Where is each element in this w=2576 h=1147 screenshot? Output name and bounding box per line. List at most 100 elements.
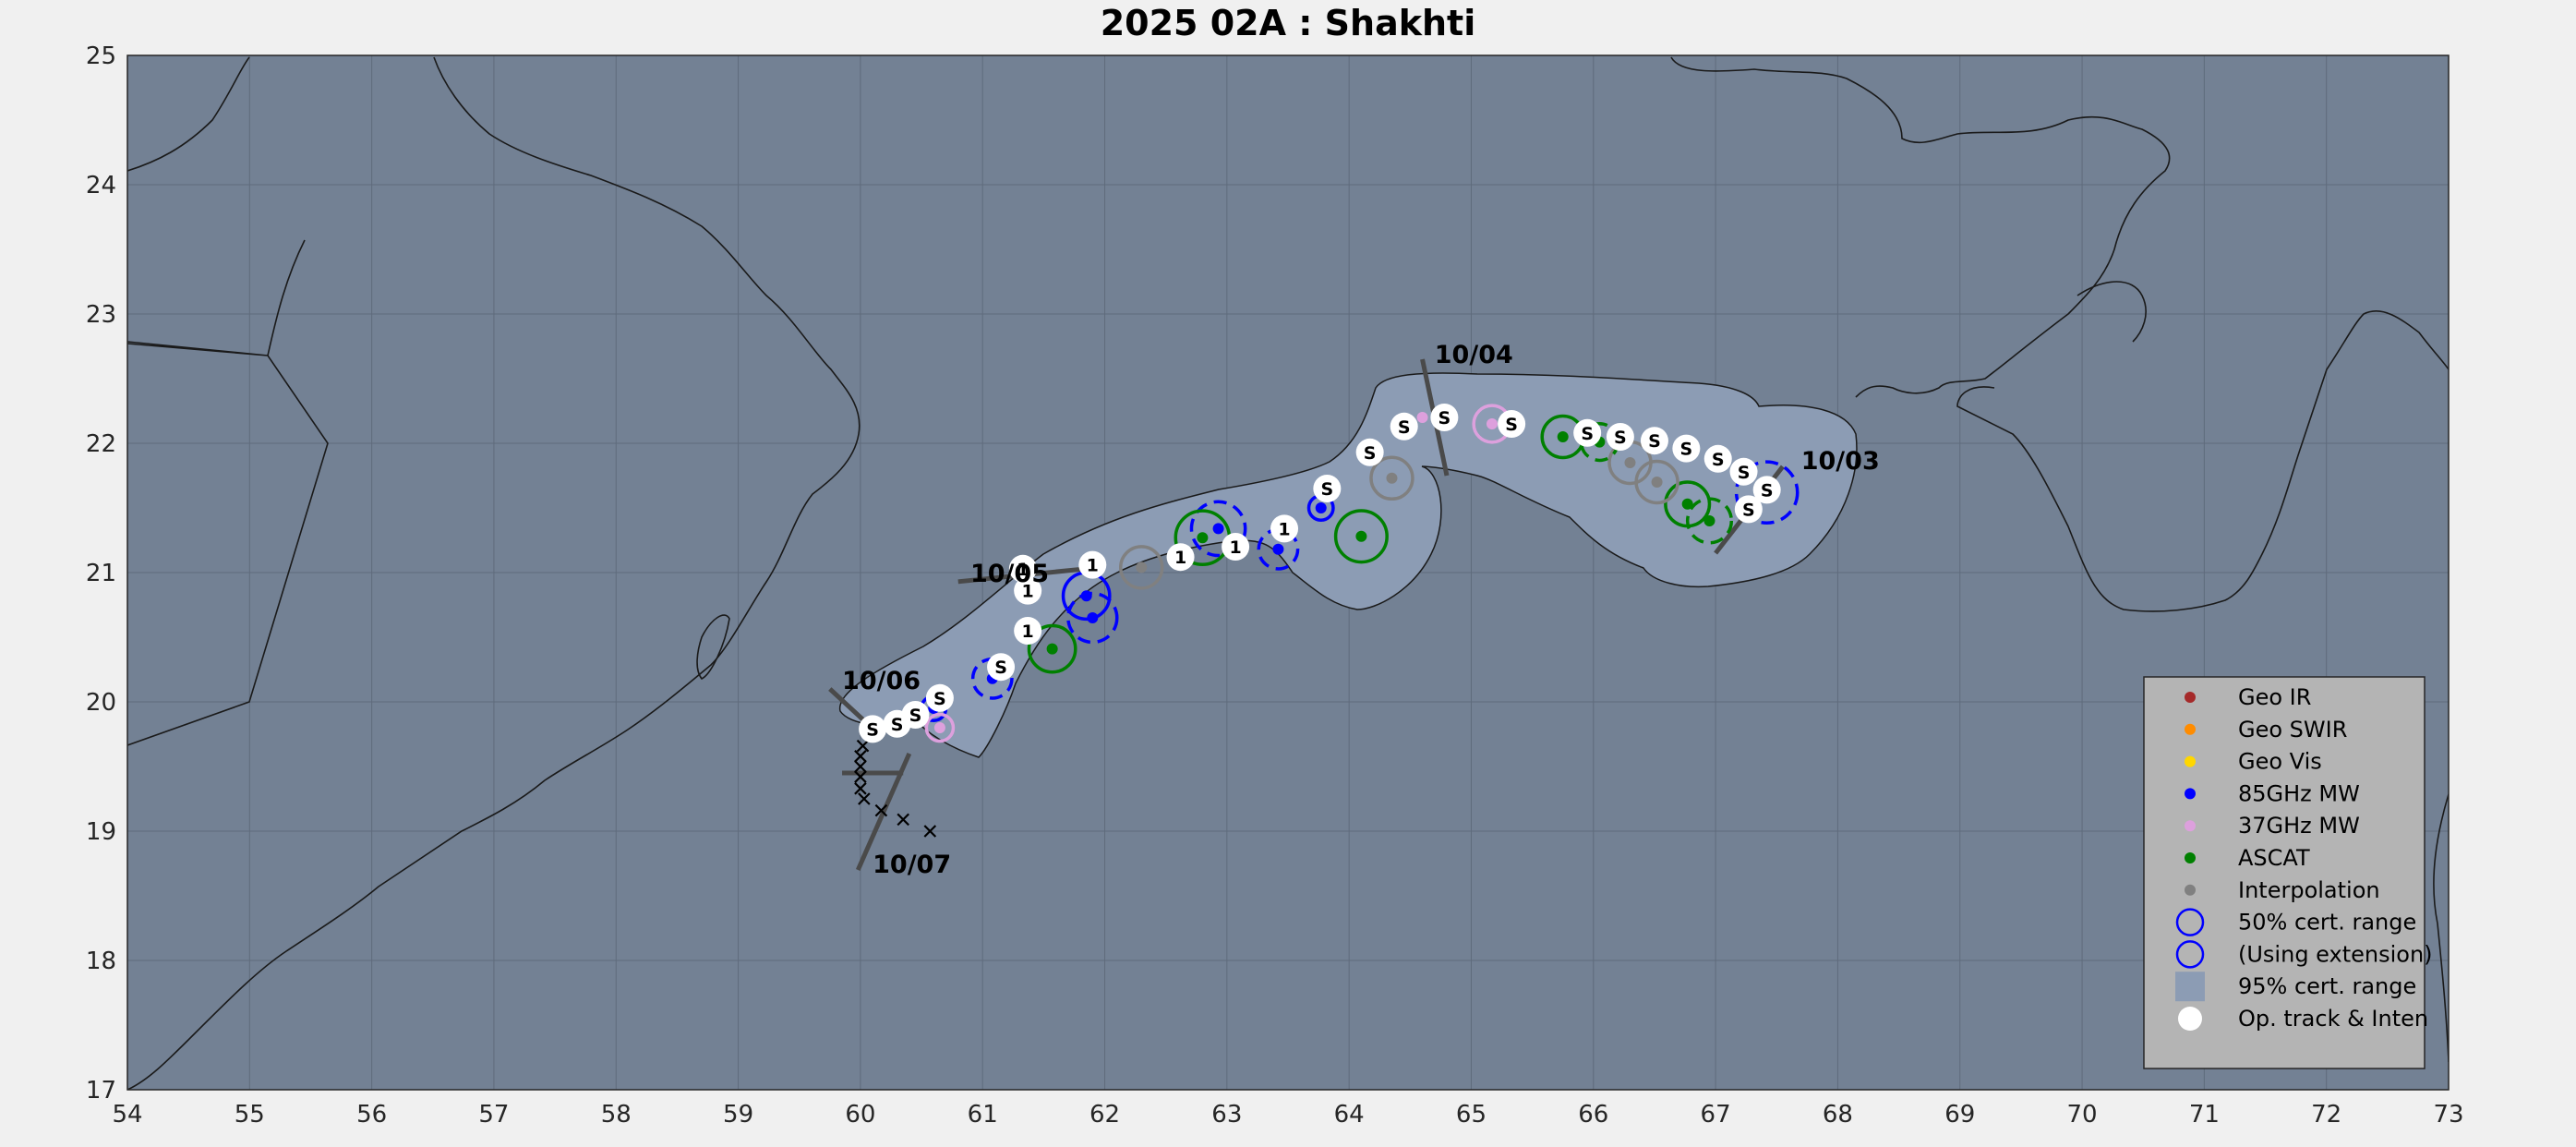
op-track-dot [1014, 617, 1042, 645]
fix-ring [1027, 623, 1077, 674]
op-track-intensity-label: S [1438, 408, 1451, 429]
y-tick-label: 23 [86, 301, 116, 329]
legend-ring-symbol [2175, 940, 2205, 969]
op-track-intensity-label: S [866, 719, 879, 740]
axes-box [126, 54, 2450, 1091]
fix-dot [1136, 561, 1148, 574]
forecast-x-marker [874, 803, 888, 817]
y-tick-label: 21 [86, 560, 116, 587]
legend-item-label: Geo IR [2238, 684, 2311, 710]
chart-title: 2025 02A : Shakhti [1101, 3, 1476, 43]
fix-dot [1557, 431, 1569, 442]
fix-ring [924, 712, 956, 743]
op-track-intensity-label: S [933, 689, 946, 709]
date-labels: 10/03 10/04 10/05 10/06 10/07 [842, 341, 1880, 879]
x-tick-label: 59 [723, 1101, 753, 1129]
x-tick-label: 57 [478, 1101, 509, 1129]
x-tick-label: 58 [601, 1101, 632, 1129]
legend-ring-symbol [2175, 908, 2205, 936]
forecast-x-marker [858, 792, 871, 805]
fix-dot [1624, 457, 1636, 468]
forecast-x-marker [854, 750, 867, 763]
x-tick-label: 65 [1456, 1101, 1487, 1129]
op-track-intensity-label: S [1364, 443, 1377, 464]
legend-item-label: Geo Vis [2238, 749, 2322, 775]
legend-item-label: Geo SWIR [2238, 717, 2347, 743]
certainty-cone-95 [839, 372, 1858, 758]
op-track-dot [1222, 533, 1250, 561]
y-tick-label: 24 [86, 172, 116, 199]
legend-item-label: (Using extension) [2238, 941, 2433, 967]
op-track-dot [1640, 427, 1668, 455]
y-tick-label: 20 [86, 689, 116, 717]
fix-dot [1197, 532, 1209, 544]
op-track-intensity-label: S [1712, 450, 1725, 470]
cone-polygon [839, 372, 1858, 758]
op-track-intensity-label: 1 [1087, 556, 1099, 576]
legend-item-label: 85GHz MW [2238, 780, 2360, 806]
op-track-intensity-label: S [1742, 500, 1755, 520]
op-track-dot [1166, 543, 1195, 572]
op-track-dot [1008, 554, 1037, 583]
x-tick-label: 56 [356, 1101, 387, 1129]
forecast-x-marker [854, 760, 867, 773]
kathiawar-coast [2076, 281, 2147, 343]
x-tick-label: 63 [1211, 1101, 1242, 1129]
forecast-x-marker [856, 739, 870, 753]
fix-dot [1046, 643, 1058, 655]
fix-dot [1355, 530, 1367, 542]
op-track-intensity-label: 1 [1174, 548, 1186, 568]
fix-dot [1651, 477, 1663, 488]
op-track-intensity-label: S [1614, 428, 1627, 448]
op-track-intensity-label: S [1680, 440, 1693, 460]
op-track-dot [883, 709, 911, 738]
forecast-x-marker [923, 825, 937, 838]
op-track-intensity-label: S [891, 715, 904, 735]
legend-item-label: ASCAT [2238, 845, 2310, 871]
op-track-dot [1752, 476, 1781, 504]
op-track-dot [1672, 434, 1701, 463]
x-tick-label: 60 [845, 1101, 875, 1129]
legend-dot-symbol [2185, 820, 2196, 832]
y-tick-label: 17 [86, 1077, 116, 1105]
fix-dot [1272, 543, 1284, 555]
x-tick-label: 55 [235, 1101, 265, 1129]
op-track-intensity-label: S [1761, 480, 1774, 501]
fix-ring [1369, 455, 1414, 501]
fix-dot [1315, 502, 1327, 513]
fix-dot [1212, 523, 1224, 535]
legend-dot-symbol [2185, 723, 2196, 735]
op-track-intensity-label: S [1320, 479, 1333, 500]
forecast-x-marker [854, 770, 867, 783]
op-track-intensity-label: S [994, 658, 1007, 678]
legend-dot-symbol [2185, 884, 2196, 896]
legend-item-label: Interpolation [2238, 877, 2380, 903]
op-track-intensity-label: 1 [1022, 582, 1034, 602]
legend: Geo IR Geo SWIR Geo Vis 85GHz MW 37GHz MW ASC… [2143, 676, 2433, 1069]
op-track-dot [859, 715, 887, 743]
x-tick-label: 66 [1578, 1101, 1608, 1129]
x-tick-label: 61 [968, 1101, 998, 1129]
fix-ring [1118, 545, 1164, 590]
fix-ring [1333, 509, 1389, 564]
fix-ring [1664, 480, 1712, 528]
oman-inland-border [267, 239, 306, 356]
op-track-dot [1078, 550, 1107, 579]
op-track-intensity-label: S [1398, 417, 1411, 438]
forecast-x-marker [854, 782, 867, 795]
date-label: 10/07 [873, 851, 951, 879]
forecast-x-marker [897, 813, 909, 827]
op-track-dot [1390, 412, 1418, 441]
masirah-island [696, 614, 730, 681]
fix-dot [1416, 412, 1428, 423]
legend-item-label: 95% cert. range [2238, 973, 2416, 999]
fix-dot [1681, 498, 1693, 510]
x-tick-label: 71 [2189, 1101, 2220, 1129]
legend-item-label: 50% cert. range [2238, 910, 2416, 936]
op-track-intensity-label: 1 [1278, 519, 1290, 539]
